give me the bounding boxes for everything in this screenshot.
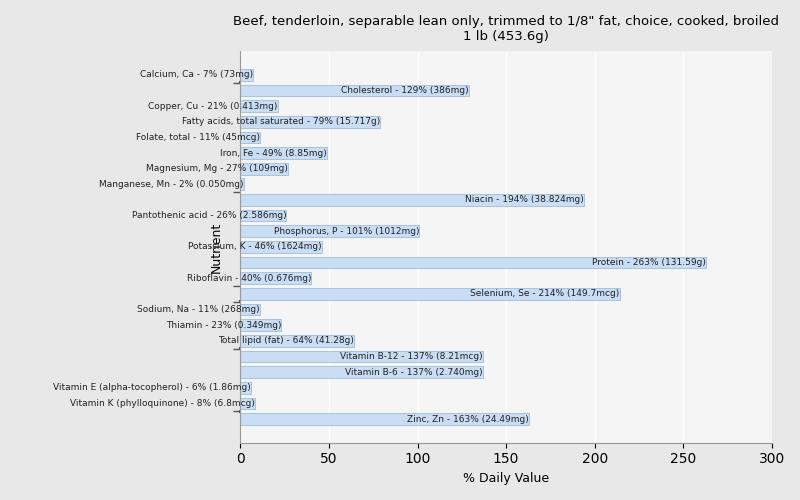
Bar bbox=[240, 366, 483, 378]
Text: Zinc, Zn - 163% (24.49mg): Zinc, Zn - 163% (24.49mg) bbox=[407, 414, 529, 424]
Text: Vitamin B-12 - 137% (8.21mcg): Vitamin B-12 - 137% (8.21mcg) bbox=[341, 352, 483, 361]
Bar bbox=[240, 163, 288, 174]
Text: Copper, Cu - 21% (0.413mg): Copper, Cu - 21% (0.413mg) bbox=[148, 102, 278, 110]
Bar bbox=[240, 226, 419, 237]
Bar bbox=[240, 147, 327, 159]
Bar bbox=[240, 132, 260, 143]
Bar bbox=[240, 69, 253, 80]
Text: Selenium, Se - 214% (149.7mcg): Selenium, Se - 214% (149.7mcg) bbox=[470, 290, 619, 298]
Text: Magnesium, Mg - 27% (109mg): Magnesium, Mg - 27% (109mg) bbox=[146, 164, 288, 173]
Bar bbox=[240, 304, 260, 316]
Text: Potassium, K - 46% (1624mg): Potassium, K - 46% (1624mg) bbox=[188, 242, 322, 252]
Bar bbox=[240, 84, 469, 96]
Text: Total lipid (fat) - 64% (41.28g): Total lipid (fat) - 64% (41.28g) bbox=[218, 336, 354, 345]
Bar bbox=[240, 413, 529, 425]
Text: Thiamin - 23% (0.349mg): Thiamin - 23% (0.349mg) bbox=[166, 320, 281, 330]
Text: Calcium, Ca - 7% (73mg): Calcium, Ca - 7% (73mg) bbox=[140, 70, 253, 80]
Text: Manganese, Mn - 2% (0.050mg): Manganese, Mn - 2% (0.050mg) bbox=[99, 180, 244, 189]
Bar bbox=[240, 272, 311, 284]
Title: Beef, tenderloin, separable lean only, trimmed to 1/8" fat, choice, cooked, broi: Beef, tenderloin, separable lean only, t… bbox=[233, 15, 779, 43]
Bar bbox=[240, 178, 244, 190]
Text: Vitamin E (alpha-tocopherol) - 6% (1.86mg): Vitamin E (alpha-tocopherol) - 6% (1.86m… bbox=[54, 384, 251, 392]
Text: Sodium, Na - 11% (268mg): Sodium, Na - 11% (268mg) bbox=[138, 305, 260, 314]
Bar bbox=[240, 100, 278, 112]
Bar bbox=[240, 350, 483, 362]
Text: Protein - 263% (131.59g): Protein - 263% (131.59g) bbox=[593, 258, 706, 267]
Bar bbox=[240, 256, 706, 268]
Text: Fatty acids, total saturated - 79% (15.717g): Fatty acids, total saturated - 79% (15.7… bbox=[182, 117, 380, 126]
Text: Pantothenic acid - 26% (2.586mg): Pantothenic acid - 26% (2.586mg) bbox=[132, 211, 286, 220]
Text: Vitamin B-6 - 137% (2.740mg): Vitamin B-6 - 137% (2.740mg) bbox=[346, 368, 483, 376]
Bar bbox=[240, 335, 354, 346]
X-axis label: % Daily Value: % Daily Value bbox=[463, 472, 549, 485]
Text: Iron, Fe - 49% (8.85mg): Iron, Fe - 49% (8.85mg) bbox=[221, 148, 327, 158]
Y-axis label: Nutrient: Nutrient bbox=[210, 222, 223, 272]
Bar bbox=[240, 382, 251, 394]
Bar bbox=[240, 398, 254, 409]
Text: Cholesterol - 129% (386mg): Cholesterol - 129% (386mg) bbox=[342, 86, 469, 95]
Text: Niacin - 194% (38.824mg): Niacin - 194% (38.824mg) bbox=[466, 196, 584, 204]
Text: Riboflavin - 40% (0.676mg): Riboflavin - 40% (0.676mg) bbox=[186, 274, 311, 282]
Bar bbox=[240, 320, 281, 331]
Bar bbox=[240, 210, 286, 222]
Bar bbox=[240, 116, 380, 128]
Text: Phosphorus, P - 101% (1012mg): Phosphorus, P - 101% (1012mg) bbox=[274, 227, 419, 236]
Bar bbox=[240, 194, 584, 206]
Text: Vitamin K (phylloquinone) - 8% (6.8mcg): Vitamin K (phylloquinone) - 8% (6.8mcg) bbox=[70, 399, 254, 408]
Bar bbox=[240, 241, 322, 253]
Bar bbox=[240, 288, 619, 300]
Text: Folate, total - 11% (45mcg): Folate, total - 11% (45mcg) bbox=[136, 133, 260, 142]
